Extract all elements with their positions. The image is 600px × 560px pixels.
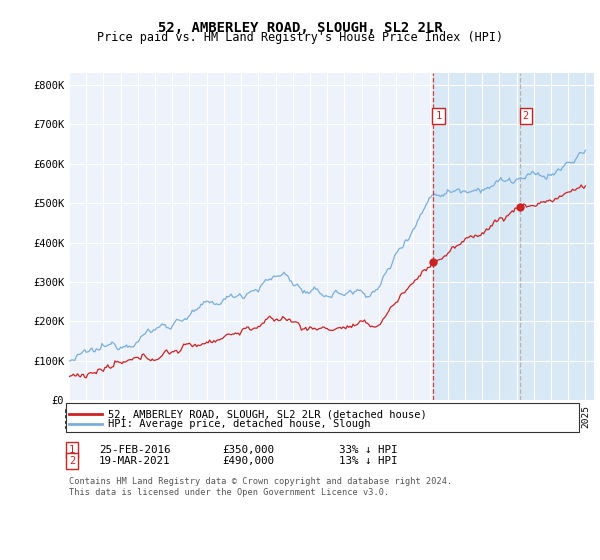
Text: 13% ↓ HPI: 13% ↓ HPI: [339, 456, 397, 466]
Bar: [433, 73, 594, 400]
Text: 25-FEB-2016: 25-FEB-2016: [99, 445, 170, 455]
Text: 19-MAR-2021: 19-MAR-2021: [99, 456, 170, 466]
Text: £350,000: £350,000: [222, 445, 274, 455]
Text: £490,000: £490,000: [222, 456, 274, 466]
Text: Contains HM Land Registry data © Crown copyright and database right 2024.
This d: Contains HM Land Registry data © Crown c…: [69, 477, 452, 497]
Text: 52, AMBERLEY ROAD, SLOUGH, SL2 2LR (detached house): 52, AMBERLEY ROAD, SLOUGH, SL2 2LR (deta…: [108, 409, 427, 419]
Text: Price paid vs. HM Land Registry's House Price Index (HPI): Price paid vs. HM Land Registry's House …: [97, 31, 503, 44]
Text: 2: 2: [523, 111, 529, 121]
Text: 1: 1: [436, 111, 442, 121]
Text: 52, AMBERLEY ROAD, SLOUGH, SL2 2LR: 52, AMBERLEY ROAD, SLOUGH, SL2 2LR: [158, 21, 442, 35]
Text: 1: 1: [69, 445, 75, 455]
Text: 33% ↓ HPI: 33% ↓ HPI: [339, 445, 397, 455]
Text: HPI: Average price, detached house, Slough: HPI: Average price, detached house, Slou…: [108, 419, 371, 429]
Text: 52, AMBERLEY ROAD, SLOUGH, SL2 2LR (detached house): 52, AMBERLEY ROAD, SLOUGH, SL2 2LR (deta…: [108, 409, 427, 419]
Text: 2: 2: [69, 456, 75, 466]
Text: HPI: Average price, detached house, Slough: HPI: Average price, detached house, Slou…: [108, 419, 371, 429]
